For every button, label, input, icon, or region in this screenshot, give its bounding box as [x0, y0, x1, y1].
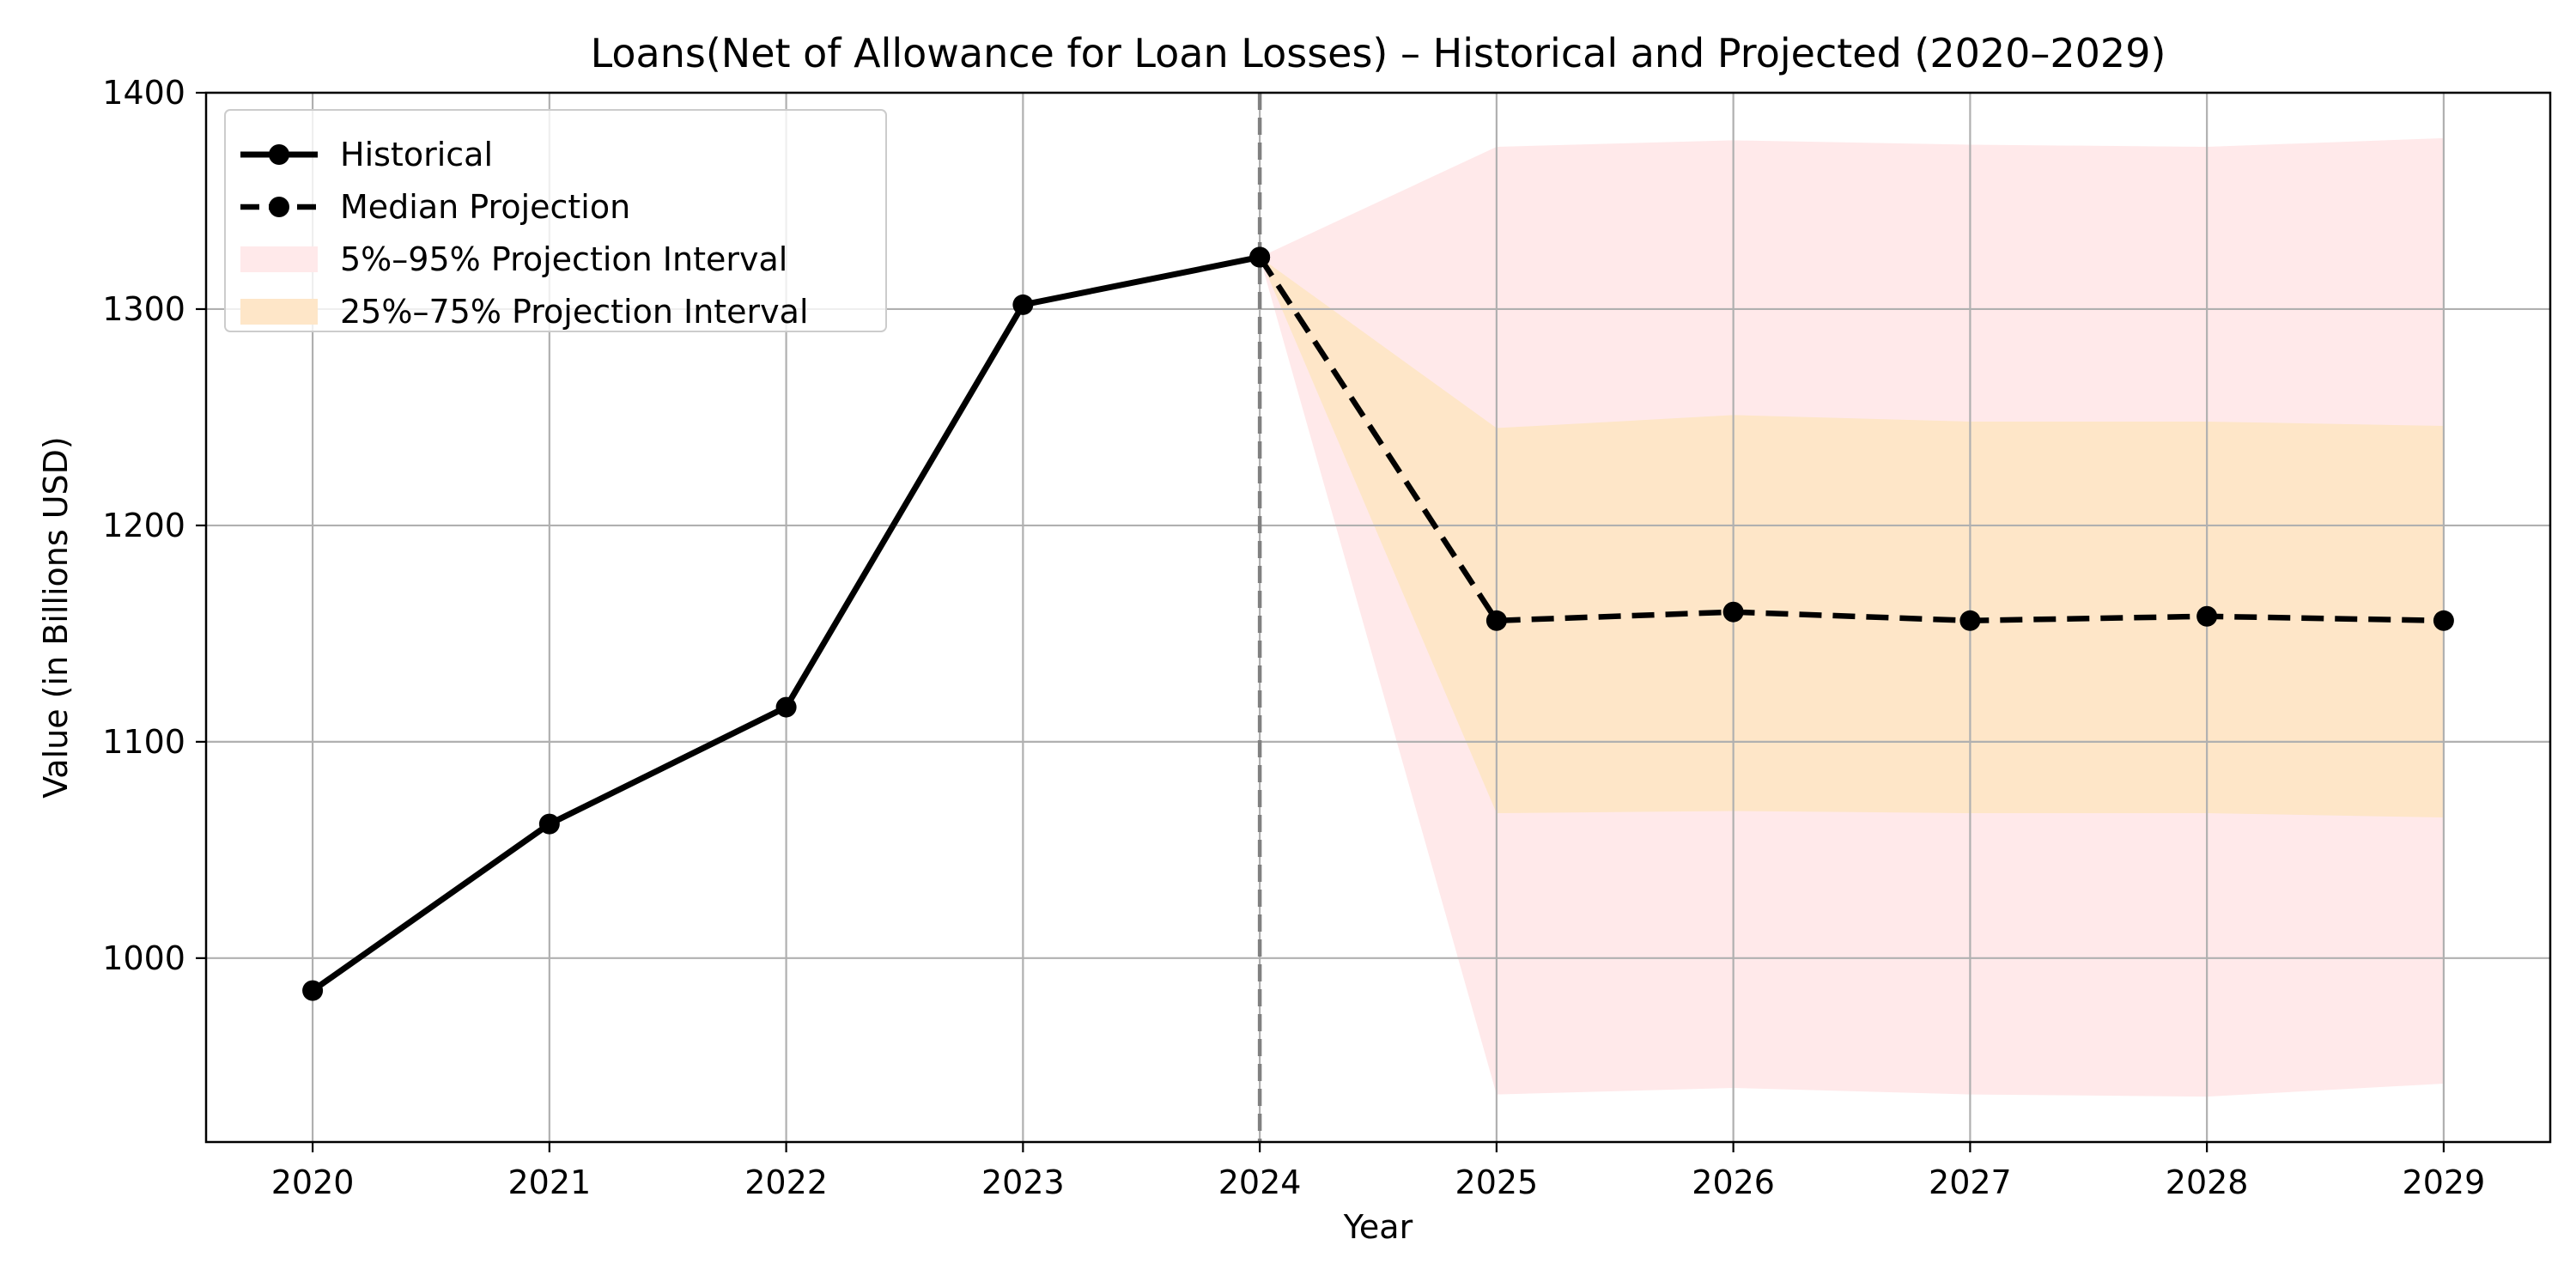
ticks-layer: 2020 2021 2022 2023 2024 2025 2026 2027 2028 2029… [102, 74, 2485, 1201]
projection-point [2433, 610, 2454, 631]
legend-handle-marker [269, 197, 289, 217]
projection-point [1485, 610, 1507, 631]
x-tick-label: 2029 [2403, 1163, 2486, 1201]
projection-point [2196, 605, 2218, 627]
projection-point [1249, 246, 1271, 268]
y-tick-label: 1000 [102, 939, 185, 977]
points-layer [302, 246, 2454, 1001]
x-tick-label: 2027 [1929, 1163, 2012, 1201]
legend-items: Historical Median Projection 5%–95% Projec… [240, 136, 809, 331]
x-axis-title: Year [1343, 1208, 1413, 1246]
median-projection-line [1257, 255, 2444, 624]
historical-point [775, 696, 797, 718]
y-tick-label: 1200 [102, 507, 185, 544]
x-tick-label: 2026 [1692, 1163, 1775, 1201]
legend-label: 5%–95% Projection Interval [340, 240, 787, 278]
legend-label: Median Projection [340, 188, 630, 226]
historical-point [538, 813, 560, 835]
x-tick-label: 2021 [507, 1163, 591, 1201]
historical-point [302, 980, 324, 1001]
x-tick-label: 2024 [1218, 1163, 1302, 1201]
legend-handle-patch [240, 299, 318, 325]
x-tick-label: 2020 [271, 1163, 355, 1201]
plot-frame [204, 91, 2552, 1144]
x-tick-label: 2022 [744, 1163, 828, 1201]
chart-title: Loans(Net of Allowance for Loan Losses) … [591, 30, 2166, 76]
historical-point [1012, 294, 1034, 315]
projection-point [1959, 610, 1981, 631]
y-tick-label: 1300 [102, 290, 185, 328]
y-tick-label: 1100 [102, 723, 185, 761]
x-tick-label: 2028 [2166, 1163, 2249, 1201]
legend-label: 25%–75% Projection Interval [340, 293, 809, 331]
projection-point [1722, 601, 1744, 623]
legend: Historical Median Projection 5%–95% Projec… [224, 109, 887, 332]
band-25-75 [1260, 257, 2444, 818]
x-tick-label: 2025 [1455, 1163, 1539, 1201]
y-axis-title: Value (in Billions USD) [37, 436, 75, 799]
legend-handle-marker [269, 144, 289, 165]
legend-box [224, 109, 887, 332]
legend-handle-patch [240, 246, 318, 272]
x-tick-label: 2023 [981, 1163, 1065, 1201]
legend-label: Historical [340, 136, 493, 173]
y-tick-label: 1400 [102, 74, 185, 112]
